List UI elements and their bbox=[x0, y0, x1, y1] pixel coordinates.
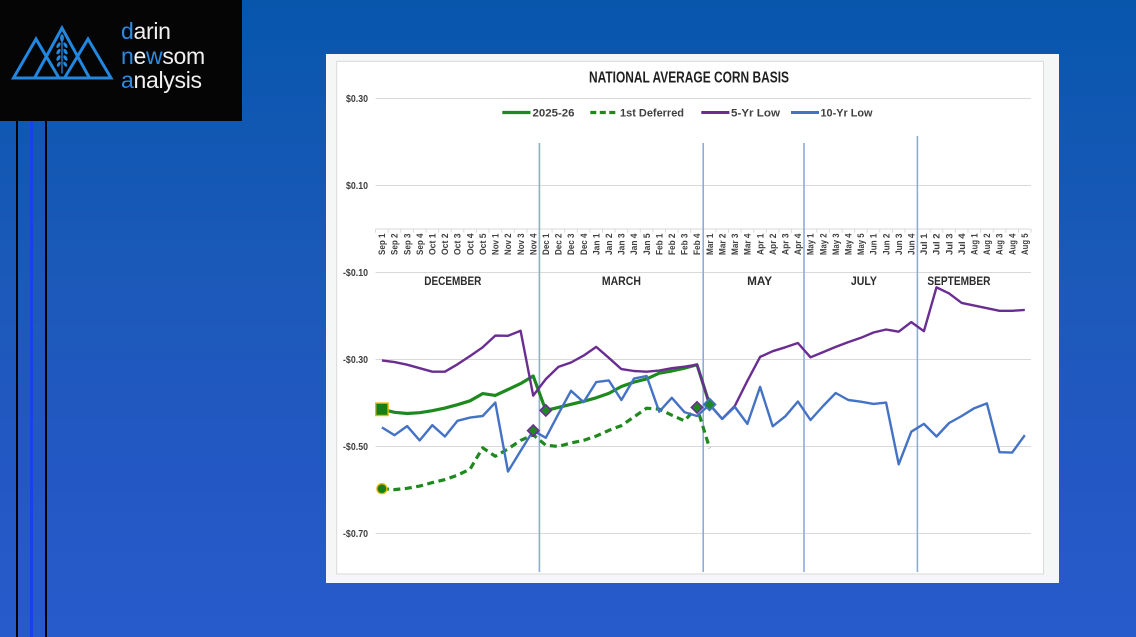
svg-text:Feb 2: Feb 2 bbox=[667, 234, 678, 256]
svg-text:Aug 1: Aug 1 bbox=[970, 233, 981, 255]
svg-text:May 4: May 4 bbox=[844, 233, 855, 255]
svg-text:Nov 2: Nov 2 bbox=[503, 234, 514, 256]
svg-text:$0.10: $0.10 bbox=[346, 180, 368, 192]
svg-text:Feb 1: Feb 1 bbox=[654, 233, 665, 255]
svg-text:MAY: MAY bbox=[747, 274, 772, 288]
svg-text:Sep 3: Sep 3 bbox=[402, 234, 413, 256]
svg-text:Jan 3: Jan 3 bbox=[617, 234, 628, 256]
svg-text:5-Yr Low: 5-Yr Low bbox=[731, 108, 780, 120]
svg-text:JULY: JULY bbox=[851, 274, 877, 288]
svg-text:May 2: May 2 bbox=[818, 234, 829, 256]
svg-text:-$0.10: -$0.10 bbox=[343, 267, 368, 279]
svg-text:SEPTEMBER: SEPTEMBER bbox=[927, 274, 990, 288]
svg-text:Aug 5: Aug 5 bbox=[1020, 233, 1031, 255]
svg-text:Mar 3: Mar 3 bbox=[730, 234, 741, 256]
svg-text:Sep 1: Sep 1 bbox=[377, 233, 388, 255]
svg-text:-$0.70: -$0.70 bbox=[343, 528, 368, 540]
svg-text:Jul 2: Jul 2 bbox=[932, 234, 943, 256]
svg-text:Oct 3: Oct 3 bbox=[453, 234, 464, 256]
svg-text:Sep 2: Sep 2 bbox=[390, 234, 401, 256]
svg-text:Jan 1: Jan 1 bbox=[591, 233, 602, 255]
svg-text:Oct 4: Oct 4 bbox=[465, 233, 476, 255]
svg-text:May 1: May 1 bbox=[806, 233, 817, 255]
svg-text:Apr 3: Apr 3 bbox=[781, 234, 792, 256]
svg-text:Oct 2: Oct 2 bbox=[440, 234, 451, 256]
svg-text:Dec 3: Dec 3 bbox=[566, 234, 577, 256]
svg-text:-$0.50: -$0.50 bbox=[343, 441, 368, 453]
svg-text:$0.30: $0.30 bbox=[346, 93, 368, 105]
svg-text:Dec 1: Dec 1 bbox=[541, 233, 552, 255]
svg-text:Oct 1: Oct 1 bbox=[428, 233, 439, 255]
svg-text:Mar 1: Mar 1 bbox=[705, 233, 716, 255]
svg-text:-$0.30: -$0.30 bbox=[343, 354, 368, 366]
svg-text:Aug 2: Aug 2 bbox=[982, 234, 993, 256]
svg-text:Aug 3: Aug 3 bbox=[995, 233, 1006, 255]
svg-text:Nov 3: Nov 3 bbox=[516, 234, 527, 256]
svg-text:Jan 5: Jan 5 bbox=[642, 233, 653, 255]
svg-text:Jan 4: Jan 4 bbox=[629, 233, 640, 255]
svg-text:MARCH: MARCH bbox=[602, 274, 641, 288]
svg-text:Feb 3: Feb 3 bbox=[680, 234, 691, 256]
svg-text:NATIONAL AVERAGE CORN BASIS: NATIONAL AVERAGE CORN BASIS bbox=[589, 69, 789, 86]
svg-text:Oct 5: Oct 5 bbox=[478, 233, 489, 255]
svg-text:Jun 3: Jun 3 bbox=[894, 234, 905, 256]
svg-text:DECEMBER: DECEMBER bbox=[424, 274, 481, 288]
svg-text:May 5: May 5 bbox=[856, 233, 867, 255]
svg-text:Nov 1: Nov 1 bbox=[491, 233, 502, 255]
svg-text:Apr 4: Apr 4 bbox=[793, 233, 804, 255]
svg-text:Dec 4: Dec 4 bbox=[579, 233, 590, 255]
svg-text:2025-26: 2025-26 bbox=[533, 108, 575, 120]
svg-text:Apr 1: Apr 1 bbox=[755, 233, 766, 255]
svg-text:Nov 4: Nov 4 bbox=[528, 233, 539, 255]
svg-text:Jul 1: Jul 1 bbox=[919, 233, 930, 255]
svg-text:Jul 4: Jul 4 bbox=[957, 233, 968, 255]
svg-text:Feb 4: Feb 4 bbox=[692, 233, 703, 255]
svg-text:Dec 2: Dec 2 bbox=[554, 234, 565, 256]
svg-text:Jan 2: Jan 2 bbox=[604, 234, 615, 256]
svg-text:Jun 2: Jun 2 bbox=[881, 234, 892, 256]
svg-text:Aug 4: Aug 4 bbox=[1007, 233, 1018, 255]
svg-text:Mar 4: Mar 4 bbox=[743, 233, 754, 255]
svg-text:Jun 1: Jun 1 bbox=[869, 233, 880, 255]
svg-text:May 3: May 3 bbox=[831, 234, 842, 256]
svg-text:Jun 4: Jun 4 bbox=[907, 233, 918, 255]
svg-text:Apr 2: Apr 2 bbox=[768, 234, 779, 256]
svg-text:Jul 3: Jul 3 bbox=[944, 234, 955, 256]
svg-text:Mar 2: Mar 2 bbox=[717, 234, 728, 256]
svg-text:10-Yr Low: 10-Yr Low bbox=[821, 108, 873, 120]
svg-text:Sep 4: Sep 4 bbox=[415, 233, 426, 255]
svg-text:1st Deferred: 1st Deferred bbox=[620, 108, 684, 120]
